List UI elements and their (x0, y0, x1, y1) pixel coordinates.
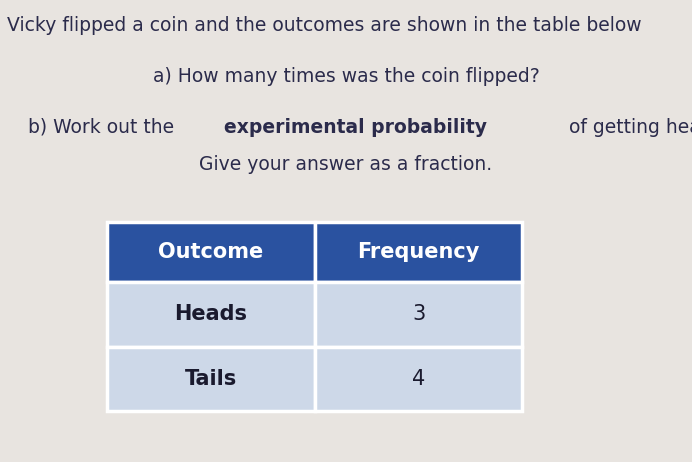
Text: Heads: Heads (174, 304, 248, 324)
Text: Give your answer as a fraction.: Give your answer as a fraction. (199, 155, 493, 174)
Text: Outcome: Outcome (158, 242, 264, 262)
FancyBboxPatch shape (107, 282, 315, 346)
Text: a) How many times was the coin flipped?: a) How many times was the coin flipped? (153, 67, 539, 86)
Text: Tails: Tails (185, 369, 237, 389)
Text: b) Work out the: b) Work out the (28, 118, 180, 137)
FancyBboxPatch shape (107, 222, 315, 282)
Text: 3: 3 (412, 304, 426, 324)
Text: experimental probability: experimental probability (224, 118, 487, 137)
Text: Vicky flipped a coin and the outcomes are shown in the table below: Vicky flipped a coin and the outcomes ar… (7, 16, 641, 35)
FancyBboxPatch shape (315, 346, 522, 411)
Text: Frequency: Frequency (358, 242, 480, 262)
Text: of getting heads.: of getting heads. (563, 118, 692, 137)
Text: 4: 4 (412, 369, 426, 389)
FancyBboxPatch shape (315, 222, 522, 282)
FancyBboxPatch shape (315, 282, 522, 346)
FancyBboxPatch shape (107, 346, 315, 411)
